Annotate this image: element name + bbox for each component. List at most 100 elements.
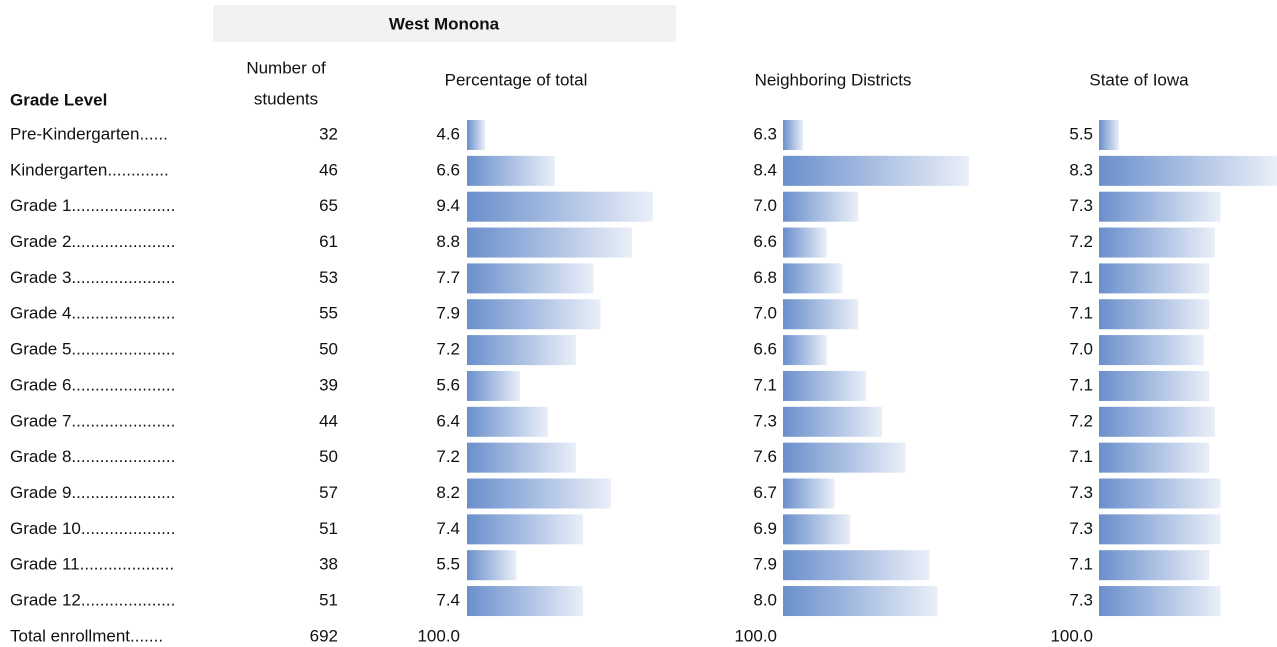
data-bar — [1099, 120, 1119, 150]
grade-label: Grade 2...................... — [10, 232, 175, 251]
students: 38 — [319, 555, 338, 574]
pct-value: 6.6 — [436, 160, 460, 179]
data-bar — [467, 191, 653, 222]
data-bar — [783, 191, 859, 222]
grade-label: Grade 9...................... — [10, 483, 175, 502]
neighbor-value: 7.1 — [753, 375, 777, 394]
students: 44 — [319, 411, 338, 430]
grade-label: Grade 6...................... — [10, 375, 175, 394]
grade-label: Grade 4...................... — [10, 304, 175, 323]
state-value: 8.3 — [1069, 160, 1093, 179]
data-bar — [1099, 155, 1277, 186]
data-bar — [1099, 227, 1215, 258]
neighbor-value: 6.8 — [753, 268, 777, 287]
header-band — [213, 5, 676, 42]
pct-value: 7.2 — [436, 340, 460, 359]
data-bar — [1099, 514, 1221, 545]
data-bar — [783, 478, 835, 509]
data-bar — [1099, 370, 1210, 401]
data-bar — [783, 263, 843, 294]
data-bar — [467, 478, 611, 509]
neighbor-value: 6.7 — [753, 483, 777, 502]
data-bar — [783, 370, 867, 401]
neighbor-value: 7.0 — [753, 196, 777, 215]
data-bar — [467, 120, 485, 150]
grade-level-header: Grade Level — [10, 90, 107, 109]
pct-value: 8.2 — [436, 483, 460, 502]
data-bar — [467, 370, 520, 401]
students: 53 — [319, 268, 338, 287]
total-students: 692 — [310, 626, 338, 645]
data-bar — [467, 586, 583, 617]
students: 50 — [319, 447, 338, 466]
grade-label: Grade 3...................... — [10, 268, 175, 287]
data-bar — [467, 406, 548, 437]
neighbor-value: 8.4 — [753, 160, 777, 179]
data-bar — [1099, 442, 1210, 473]
state-value: 7.1 — [1069, 555, 1093, 574]
data-bar — [783, 155, 969, 186]
students-header: students — [254, 89, 318, 108]
pct-value: 7.4 — [436, 519, 460, 538]
data-bar — [1099, 335, 1204, 366]
state-value: 7.3 — [1069, 483, 1093, 502]
total-state: 100.0 — [1050, 626, 1093, 645]
state-value: 5.5 — [1069, 124, 1093, 143]
state-value: 7.3 — [1069, 519, 1093, 538]
data-bar — [1099, 191, 1221, 222]
data-bar — [467, 514, 583, 545]
neighbor-value: 7.6 — [753, 447, 777, 466]
data-bar — [1099, 586, 1221, 617]
state-value: 7.1 — [1069, 304, 1093, 323]
data-bar — [1099, 263, 1210, 294]
grade-label: Kindergarten............. — [10, 160, 169, 179]
data-bar — [783, 406, 883, 437]
data-bar — [467, 442, 576, 473]
neighbor-value: 6.6 — [753, 232, 777, 251]
data-bar — [783, 550, 930, 581]
data-bar — [783, 227, 827, 258]
students: 55 — [319, 304, 338, 323]
neighbor-value: 6.3 — [753, 124, 777, 143]
grade-label: Grade 8...................... — [10, 447, 175, 466]
state-value: 7.0 — [1069, 340, 1093, 359]
state-value: 7.1 — [1069, 375, 1093, 394]
grade-label: Grade 10.................... — [10, 519, 175, 538]
total-pct: 100.0 — [417, 626, 460, 645]
students: 46 — [319, 160, 338, 179]
state-value: 7.2 — [1069, 411, 1093, 430]
data-bar — [1099, 299, 1210, 330]
pct-value: 7.7 — [436, 268, 460, 287]
grade-label: Grade 1...................... — [10, 196, 175, 215]
data-bar — [467, 550, 517, 581]
students: 50 — [319, 340, 338, 359]
neighbor-value: 6.9 — [753, 519, 777, 538]
total-label: Total enrollment....... — [10, 626, 163, 645]
data-bar — [783, 586, 938, 617]
grade-label: Grade 7...................... — [10, 411, 175, 430]
neighbor-value: 7.0 — [753, 304, 777, 323]
students: 57 — [319, 483, 338, 502]
data-bar — [467, 155, 555, 186]
students: 51 — [319, 519, 338, 538]
students: 65 — [319, 196, 338, 215]
grade-label: Grade 5...................... — [10, 340, 175, 359]
pct-value: 7.4 — [436, 591, 460, 610]
state-value: 7.3 — [1069, 591, 1093, 610]
state-value: 7.3 — [1069, 196, 1093, 215]
grade-label: Pre-Kindergarten...... — [10, 124, 168, 143]
students: 61 — [319, 232, 338, 251]
pct-value: 7.2 — [436, 447, 460, 466]
data-bar — [1099, 406, 1215, 437]
pct-value: 9.4 — [436, 196, 460, 215]
data-bar — [467, 263, 594, 294]
grade-label: Grade 12.................... — [10, 591, 175, 610]
neighbor-value: 7.3 — [753, 411, 777, 430]
pct-header: Percentage of total — [445, 70, 588, 89]
students-header: Number of — [246, 58, 326, 77]
data-bar — [467, 227, 632, 258]
pct-value: 6.4 — [436, 411, 460, 430]
data-bar — [783, 120, 803, 150]
title: West Monona — [389, 14, 500, 33]
